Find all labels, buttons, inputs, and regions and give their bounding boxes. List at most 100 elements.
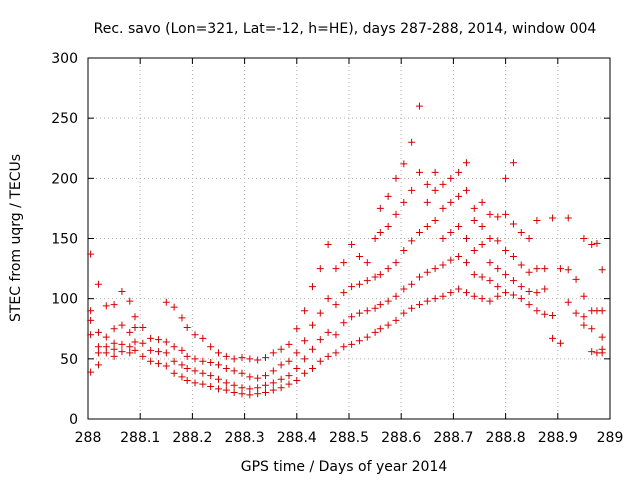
data-point [238,390,246,398]
data-point [87,250,95,258]
x-tick-label: 288.3 [225,430,265,446]
data-point [246,355,254,363]
data-point [301,307,309,315]
data-point [376,204,384,212]
data-point [355,309,363,317]
data-point [131,346,139,354]
data-point [94,343,102,351]
data-point [549,312,557,320]
data-point [285,380,293,388]
data-point [408,138,416,146]
data-point [494,283,502,291]
data-point [517,228,525,236]
data-point [556,339,564,347]
data-point [447,289,455,297]
data-point [178,314,186,322]
data-point [308,321,316,329]
data-point [580,292,588,300]
data-point [199,357,207,365]
data-point [355,337,363,345]
data-point [598,349,606,357]
data-point [533,216,541,224]
data-point [580,235,588,242]
x-tick-label: 288.5 [329,430,369,446]
data-point [533,289,541,297]
x-tick-label: 289 [597,430,624,446]
data-point [486,235,494,242]
data-point [254,356,262,364]
data-point [470,216,478,224]
data-point [392,210,400,218]
data-point [154,360,162,368]
data-point [525,287,533,295]
data-points [87,102,606,399]
data-point [371,328,379,336]
data-point [316,357,324,365]
data-point [222,364,230,372]
data-point [301,355,309,363]
data-point [277,384,285,392]
data-point [423,198,431,206]
data-point [525,268,533,276]
data-point [246,373,254,381]
data-point [486,297,494,305]
data-point [162,349,170,357]
data-point [308,345,316,353]
data-point [269,386,277,394]
data-point [423,222,431,230]
data-point [285,372,293,380]
data-point [517,283,525,291]
data-point [408,237,416,245]
data-point [139,352,147,360]
data-point [423,180,431,188]
data-point [110,345,118,353]
x-tick-label: 288.1 [120,430,160,446]
data-point [230,355,238,363]
axis-ticks: 288 288.1 288.2 288.3 288.4 288.5 288.6 288.7 28… [51,51,623,446]
data-point [462,235,470,242]
data-point [254,384,262,392]
data-point [126,328,134,336]
data-point [348,313,356,321]
data-point [261,381,269,389]
data-point [486,259,494,267]
data-point [502,247,510,255]
x-tick-label: 288.9 [538,430,578,446]
data-point [593,239,601,247]
data-point [332,265,340,273]
data-point [94,328,102,336]
data-point [261,389,269,397]
data-point [371,304,379,312]
data-point [478,198,486,206]
y-tick-label: 100 [51,292,78,308]
data-point [102,333,110,341]
data-point [400,198,408,206]
data-point [415,168,423,176]
data-point [580,321,588,329]
data-point [502,174,510,182]
data-point [509,253,517,261]
data-point [178,346,186,354]
x-tick-label: 288.2 [172,430,212,446]
data-point [478,295,486,303]
data-point [191,355,199,363]
data-point [494,213,502,221]
data-point [340,289,348,297]
data-point [102,349,110,357]
data-point [170,369,178,377]
data-point [572,309,580,317]
y-tick-label: 50 [60,352,78,368]
data-point [588,325,596,333]
data-point [215,349,222,357]
data-point [439,235,447,242]
data-point [431,216,439,224]
data-point [238,384,246,392]
data-point [324,295,332,303]
data-point [431,168,439,176]
data-point [533,307,541,315]
data-point [431,265,439,273]
data-point [376,228,384,236]
data-point [191,379,199,387]
data-point [588,348,596,356]
data-point [502,289,510,297]
